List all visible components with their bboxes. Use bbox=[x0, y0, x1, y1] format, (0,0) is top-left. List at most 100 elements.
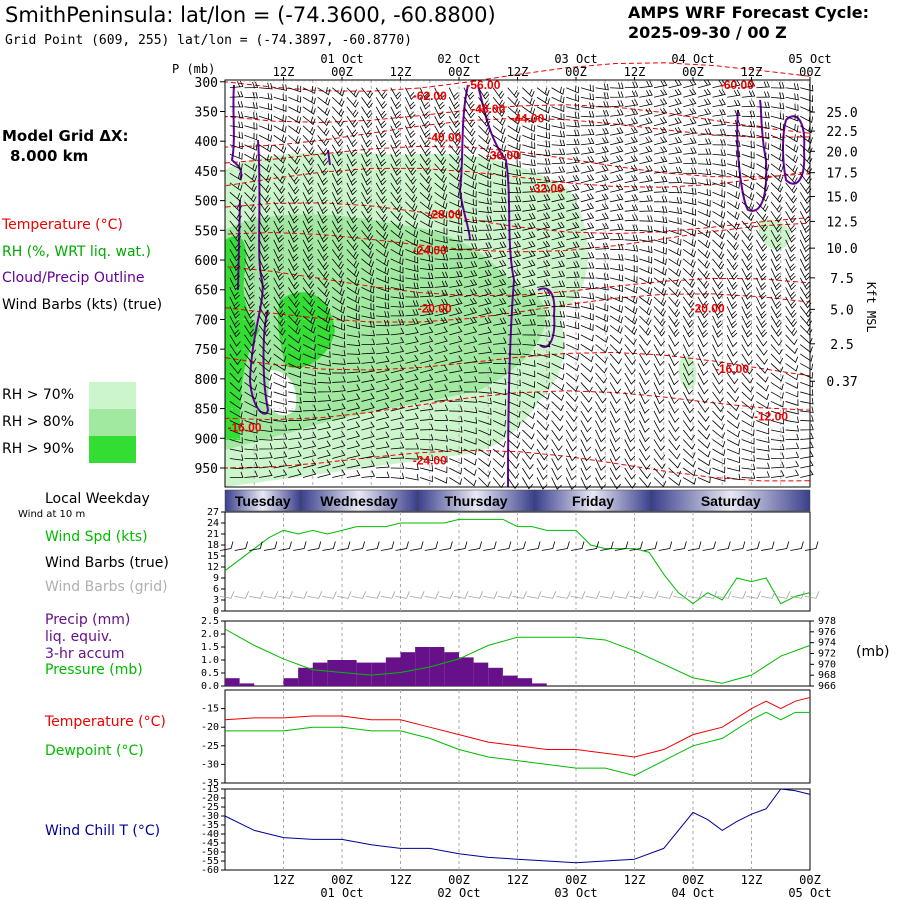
wind-barb bbox=[259, 469, 273, 478]
wind-barb bbox=[507, 467, 520, 480]
wind-barb bbox=[551, 410, 564, 422]
wind-barb bbox=[800, 441, 814, 450]
wind-barb bbox=[463, 87, 475, 100]
pressure-tick-label: 900 bbox=[195, 432, 218, 447]
wind-barb bbox=[493, 388, 507, 396]
wind-barb bbox=[624, 391, 636, 405]
wind-barb bbox=[610, 91, 624, 98]
wind-barb bbox=[522, 298, 536, 307]
wind-barb bbox=[580, 292, 595, 300]
wind-barb bbox=[244, 382, 258, 391]
wind-barb bbox=[756, 81, 770, 89]
wind-barb bbox=[785, 163, 798, 174]
wind-barb bbox=[259, 103, 273, 111]
wind-barb bbox=[346, 295, 360, 304]
wind-barb bbox=[639, 145, 653, 155]
wind-barb bbox=[682, 325, 694, 338]
wind-barb bbox=[639, 286, 653, 295]
wind-barb bbox=[595, 283, 609, 291]
wind-barb bbox=[434, 201, 448, 210]
wind-barb bbox=[390, 154, 402, 167]
wind-barb bbox=[595, 92, 609, 99]
wind-barb bbox=[376, 364, 390, 374]
wind-barb bbox=[229, 334, 241, 347]
surface-wind-barb-true bbox=[483, 541, 497, 551]
wind-barb bbox=[668, 217, 682, 225]
wind-barb bbox=[726, 249, 739, 261]
precip-label-3: 3-hr accum bbox=[45, 646, 125, 662]
wind-barb bbox=[756, 382, 769, 392]
time-tick-label-top: 12Z bbox=[741, 65, 763, 79]
surface-wind-barb-true bbox=[263, 541, 278, 551]
wind-barb bbox=[507, 429, 521, 439]
wind-barb bbox=[799, 220, 811, 234]
wind-barb bbox=[405, 273, 419, 281]
wind-barb bbox=[376, 293, 390, 301]
wind-barbs-true-label: Wind Barbs (true) bbox=[45, 555, 169, 571]
wind-barb bbox=[492, 96, 505, 109]
surface-wind-barb-grid bbox=[556, 591, 571, 599]
wind-barb bbox=[390, 383, 404, 393]
wind-barb bbox=[580, 183, 595, 193]
wind-barb bbox=[317, 359, 331, 367]
wind-barb bbox=[595, 164, 609, 174]
wind-speed-line bbox=[224, 518, 811, 605]
wind-barb bbox=[244, 249, 255, 262]
precip-label: Precip (mm) liq. equiv. 3-hr accum bbox=[45, 612, 130, 663]
wind-barb bbox=[317, 125, 330, 137]
wind-barb bbox=[273, 389, 287, 397]
wind-barb bbox=[405, 220, 419, 230]
wind-barb bbox=[507, 250, 521, 260]
precip-bar bbox=[298, 667, 313, 686]
wind-barb bbox=[376, 302, 390, 310]
wind-barb bbox=[522, 177, 536, 184]
wind-barb bbox=[288, 201, 299, 215]
wind-barb bbox=[697, 372, 709, 386]
wind-barb bbox=[624, 334, 637, 346]
pressure-ytick-label: 974 bbox=[818, 638, 836, 649]
wind-barb bbox=[785, 306, 797, 319]
wind-barb bbox=[317, 106, 331, 116]
wind-barb bbox=[712, 179, 726, 188]
wind-barb bbox=[712, 287, 724, 300]
wind-barb bbox=[258, 399, 272, 407]
wind-barb bbox=[741, 258, 753, 271]
wind-barb bbox=[697, 128, 712, 136]
wind-barb bbox=[682, 353, 694, 367]
kft-tick-label: 10.0 bbox=[826, 242, 857, 257]
wind-barb bbox=[317, 144, 329, 157]
wind-barb bbox=[288, 192, 300, 205]
wind-barb bbox=[463, 307, 478, 317]
wind-barb bbox=[610, 253, 624, 261]
wind-barb bbox=[361, 470, 376, 478]
wind-barb bbox=[317, 115, 330, 127]
wind-barb bbox=[682, 296, 695, 309]
wind-barb bbox=[800, 372, 814, 379]
wind-barb bbox=[405, 327, 419, 336]
wind-barb bbox=[697, 287, 710, 299]
wind-barb bbox=[697, 188, 711, 197]
wind-barb bbox=[390, 442, 405, 450]
wind-barb bbox=[273, 363, 287, 371]
wind-barb bbox=[551, 331, 565, 339]
wind-barb bbox=[697, 219, 711, 228]
wind-barb bbox=[244, 172, 258, 182]
wind-barb bbox=[639, 401, 650, 414]
wind-barb bbox=[244, 112, 258, 120]
wind-barb bbox=[653, 246, 667, 255]
wind-barb bbox=[566, 231, 580, 241]
wind-barb bbox=[507, 231, 522, 241]
wind-barb bbox=[682, 372, 694, 386]
wind-barb bbox=[536, 221, 551, 231]
wind-barb bbox=[302, 239, 314, 253]
upper-wind-barbs bbox=[229, 79, 814, 490]
wind-barb bbox=[390, 201, 403, 213]
wind-barb bbox=[536, 420, 550, 431]
wind-barb bbox=[419, 272, 434, 280]
date-label-bottom: 01 Oct bbox=[320, 886, 363, 900]
temperature-contour bbox=[224, 117, 811, 148]
wind-barb bbox=[273, 258, 284, 272]
surface-wind-barb-true bbox=[468, 541, 483, 551]
wind-barb bbox=[258, 363, 272, 373]
wind-barb bbox=[434, 182, 448, 192]
